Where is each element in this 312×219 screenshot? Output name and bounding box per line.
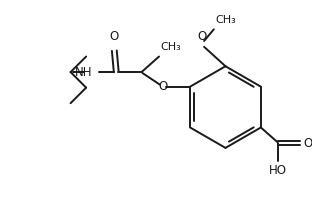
Text: CH₃: CH₃ — [160, 42, 181, 52]
Text: O: O — [110, 30, 119, 43]
Text: O: O — [197, 30, 207, 43]
Text: O: O — [304, 136, 312, 150]
Text: NH: NH — [75, 65, 92, 79]
Text: O: O — [158, 80, 168, 93]
Text: CH₃: CH₃ — [216, 15, 236, 25]
Text: HO: HO — [269, 164, 287, 177]
